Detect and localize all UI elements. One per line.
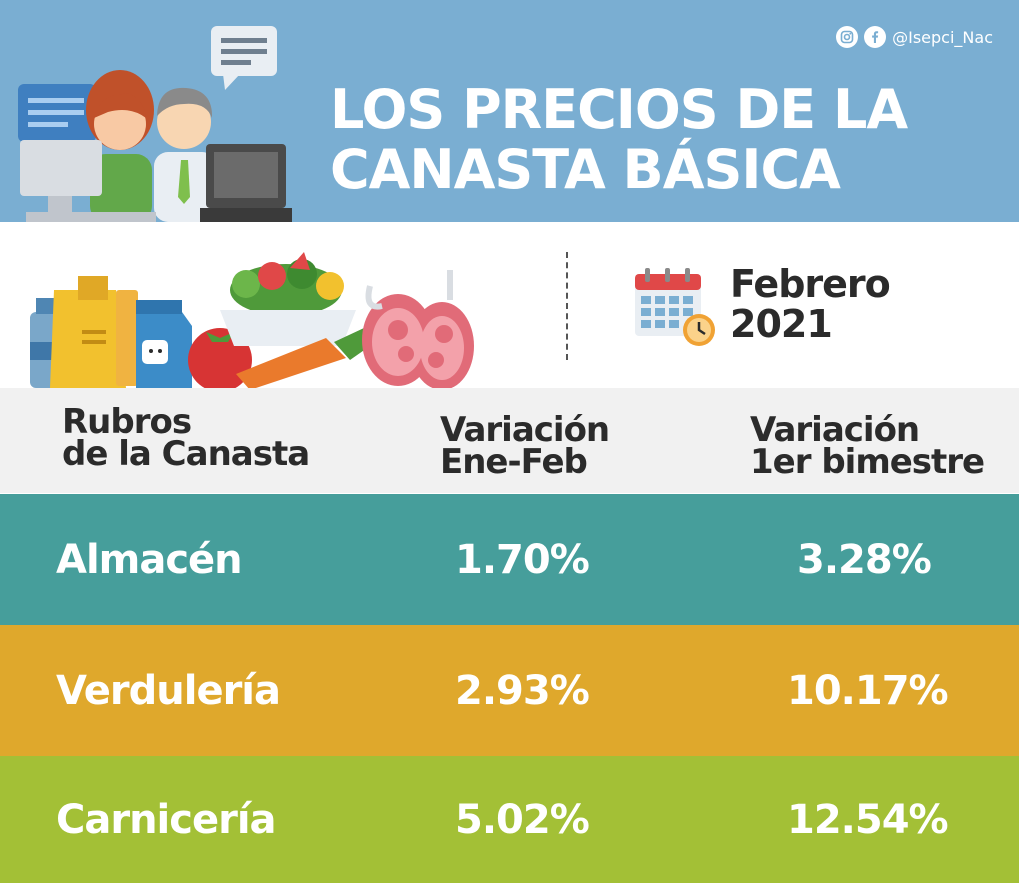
bimestre-cell: 12.54% [787, 796, 949, 843]
header-col2-line2: Ene-Feb [440, 442, 588, 482]
page-title: LOS PRECIOS DE LA CANASTA BÁSICA [330, 78, 908, 201]
header-variacion-bimestre: Variación 1er bimestre [750, 410, 985, 482]
header-rubros-line2: de la Canasta [62, 434, 310, 474]
header-banner: @Isepci_Nac LOS PRECIOS DE LA CAN [0, 0, 1019, 222]
instagram-icon[interactable] [836, 26, 859, 48]
bimestre-cell: 10.17% [787, 667, 949, 714]
calendar-clock-icon [635, 268, 715, 346]
table-header: Rubros de la Canasta Variación Ene-Feb V… [0, 388, 1019, 493]
ene-feb-cell: 1.70% [455, 536, 590, 583]
header-col3-line2: 1er bimestre [750, 442, 985, 482]
rubro-cell: Carnicería [56, 796, 277, 843]
rubro-cell: Almacén [56, 536, 243, 583]
bimestre-cell: 3.28% [797, 536, 932, 583]
table-row: Almacén 1.70% 3.28% [0, 494, 1019, 625]
social-handle[interactable]: @Isepci_Nac [892, 27, 993, 47]
period-month: Febrero [730, 262, 891, 306]
title-line-2: CANASTA BÁSICA [330, 138, 841, 201]
groceries-illustration [30, 252, 474, 390]
header-rubros-line1: Rubros [62, 402, 192, 442]
table-row: Carnicería 5.02% 12.54% [0, 756, 1019, 883]
header-variacion-ene-feb: Variación Ene-Feb [440, 410, 610, 482]
header-col2-line1: Variación [440, 410, 610, 450]
dashed-divider [566, 252, 568, 360]
header-col3-line1: Variación [750, 410, 920, 450]
ene-feb-cell: 5.02% [455, 796, 590, 843]
facebook-icon[interactable] [864, 26, 887, 48]
rubro-cell: Verdulería [56, 667, 281, 714]
header-rubros: Rubros de la Canasta [62, 402, 310, 474]
ene-feb-cell: 2.93% [455, 667, 590, 714]
social-links: @Isepci_Nac [836, 26, 993, 48]
table-row: Verdulería 2.93% 10.17% [0, 625, 1019, 756]
period-label: Febrero 2021 [730, 262, 891, 346]
title-line-1: LOS PRECIOS DE LA [330, 78, 908, 141]
period-year: 2021 [730, 302, 833, 346]
people-at-desk-illustration [18, 26, 292, 222]
